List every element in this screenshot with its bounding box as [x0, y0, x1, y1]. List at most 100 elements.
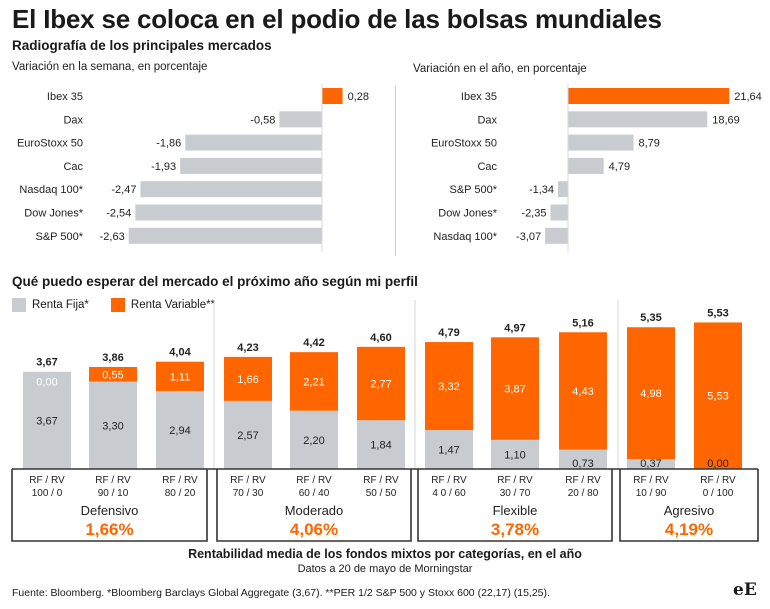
total-value-label: 5,53 — [707, 307, 728, 319]
category-tick-label: RF / RV — [497, 475, 533, 486]
fixed-income-value-label: 2,57 — [237, 430, 258, 442]
group-return-label: 3,78% — [491, 520, 539, 539]
category-tick-label: 50 / 50 — [366, 488, 397, 499]
group-name-label: Defensivo — [81, 503, 139, 518]
fixed-income-bar — [491, 439, 539, 469]
weekly-category-label: EuroStoxx 50 — [17, 138, 83, 150]
category-tick-label: RF / RV — [162, 475, 198, 486]
fixed-income-value-label: 2,94 — [169, 425, 190, 437]
category-tick-label: 90 / 10 — [98, 488, 129, 499]
category-tick-label: 20 / 80 — [568, 488, 599, 499]
equity-bar — [559, 332, 607, 450]
equity-bar — [357, 346, 405, 421]
equity-value-label: 0,00 — [36, 377, 57, 389]
yearly-bar — [568, 111, 708, 128]
fixed-income-bar — [224, 400, 272, 469]
total-value-label: 4,04 — [169, 347, 191, 359]
yearly-value-label: -1,34 — [529, 184, 554, 196]
equity-value-label: 2,77 — [370, 379, 391, 391]
weekly-category-label: Dax — [63, 114, 83, 126]
fixed-income-bar — [425, 430, 473, 469]
fixed-income-bar — [357, 420, 405, 469]
equity-value-label: 0,55 — [102, 369, 123, 381]
weekly-value-label: -2,54 — [106, 208, 131, 220]
category-tick-label: RF / RV — [565, 475, 601, 486]
equity-bar — [694, 322, 742, 469]
weekly-category-label: Nasdaq 100* — [19, 184, 83, 196]
yearly-category-label: Nasdaq 100* — [433, 231, 497, 243]
yearly-category-label: Dow Jones* — [438, 208, 497, 220]
legend-label-fixed-income: Renta Fija* — [32, 299, 89, 311]
group-name-label: Flexible — [493, 503, 538, 518]
weekly-bar — [128, 227, 322, 244]
equity-bar — [156, 361, 204, 392]
weekly-category-label: Ibex 35 — [47, 91, 83, 103]
equity-value-label: 3,32 — [438, 381, 459, 393]
total-value-label: 4,42 — [303, 337, 324, 349]
equity-value-label: 2,21 — [303, 376, 324, 388]
stacked-bar-chart: 3,67 0,00 3,67 RF / RV 100 / 0 3,30 0,55 3,86 RF… — [11, 300, 759, 542]
equity-bar — [491, 337, 539, 440]
weekly-bar — [135, 204, 322, 221]
category-tick-label: 60 / 40 — [299, 488, 330, 499]
equity-value-label: 4,43 — [572, 386, 593, 398]
brand-logo: eE — [733, 580, 757, 600]
chart-subtitle: Radiografía de los principales mercados — [12, 38, 272, 53]
weekly-value-label: -1,93 — [151, 161, 176, 173]
weekly-bar — [322, 88, 343, 104]
group-name-label: Moderado — [285, 503, 344, 518]
weekly-value-label: -2,47 — [111, 184, 136, 196]
category-tick-label: RF / RV — [633, 475, 669, 486]
weekly-category-label: S&P 500* — [35, 231, 83, 243]
category-tick-label: RF / RV — [296, 475, 332, 486]
fixed-income-value-label: 0,37 — [640, 458, 661, 470]
fixed-income-value-label: 1,10 — [504, 449, 525, 461]
fixed-income-value-label: 1,84 — [370, 440, 391, 452]
weekly-bar — [185, 134, 322, 151]
yearly-value-label: 18,69 — [712, 114, 740, 126]
fixed-income-value-label: 0,73 — [572, 458, 593, 470]
category-tick-label: 10 / 90 — [636, 488, 667, 499]
equity-bar — [290, 352, 338, 411]
category-tick-label: RF / RV — [431, 475, 467, 486]
weekly-value-label: -2,63 — [100, 231, 125, 243]
yearly-bar-chart: Ibex 35 21,64 Dax 18,69 EuroStoxx 50 8,79 Cac 4… — [431, 84, 762, 252]
fixed-income-bar — [23, 371, 71, 469]
weekly-bar — [279, 111, 322, 128]
category-tick-label: RF / RV — [363, 475, 399, 486]
category-tick-label: 100 / 0 — [32, 488, 63, 499]
equity-value-label: 3,87 — [504, 384, 525, 396]
category-tick-label: 30 / 70 — [500, 488, 531, 499]
yearly-value-label: -2,35 — [521, 208, 546, 220]
weekly-value-label: -1,86 — [156, 138, 181, 150]
weekly-bar — [140, 181, 322, 198]
equity-bar — [425, 342, 473, 431]
yearly-bar — [568, 157, 604, 174]
fixed-income-value-label: 0,00 — [707, 458, 728, 470]
group-bracket — [216, 469, 412, 542]
equity-value-label: 5,53 — [707, 391, 728, 403]
group-return-label: 4,19% — [665, 520, 713, 539]
total-value-label: 4,60 — [370, 332, 391, 344]
yearly-category-label: EuroStoxx 50 — [431, 138, 497, 150]
yearly-chart-title: Variación en el año, en porcentaje — [413, 63, 587, 75]
fixed-income-value-label: 3,30 — [102, 420, 123, 432]
category-tick-label: RF / RV — [29, 475, 65, 486]
weekly-bar-chart: Ibex 35 0,28 Dax -0,58 EuroStoxx 50 -1,86 Cac -… — [17, 84, 369, 252]
weekly-value-label: 0,28 — [348, 91, 369, 103]
yearly-value-label: 8,79 — [638, 138, 659, 150]
category-tick-label: RF / RV — [230, 475, 266, 486]
source-note: Fuente: Bloomberg. *Bloomberg Barclays G… — [12, 587, 550, 599]
category-tick-label: 4 0 / 60 — [432, 488, 466, 499]
chart-caption-sub: Datos a 20 de mayo de Morningstar — [297, 563, 473, 575]
category-tick-label: 0 / 100 — [703, 488, 734, 499]
yearly-category-label: S&P 500* — [449, 184, 497, 196]
page-title: El Ibex se coloca en el podio de las bol… — [12, 4, 662, 34]
group-bracket — [417, 469, 613, 542]
fixed-income-bar — [627, 459, 675, 469]
yearly-bar — [568, 88, 730, 104]
total-value-label: 4,97 — [504, 322, 525, 334]
total-value-label: 3,86 — [102, 352, 123, 364]
weekly-category-label: Dow Jones* — [24, 208, 83, 220]
equity-value-label: 1,66 — [237, 374, 258, 386]
